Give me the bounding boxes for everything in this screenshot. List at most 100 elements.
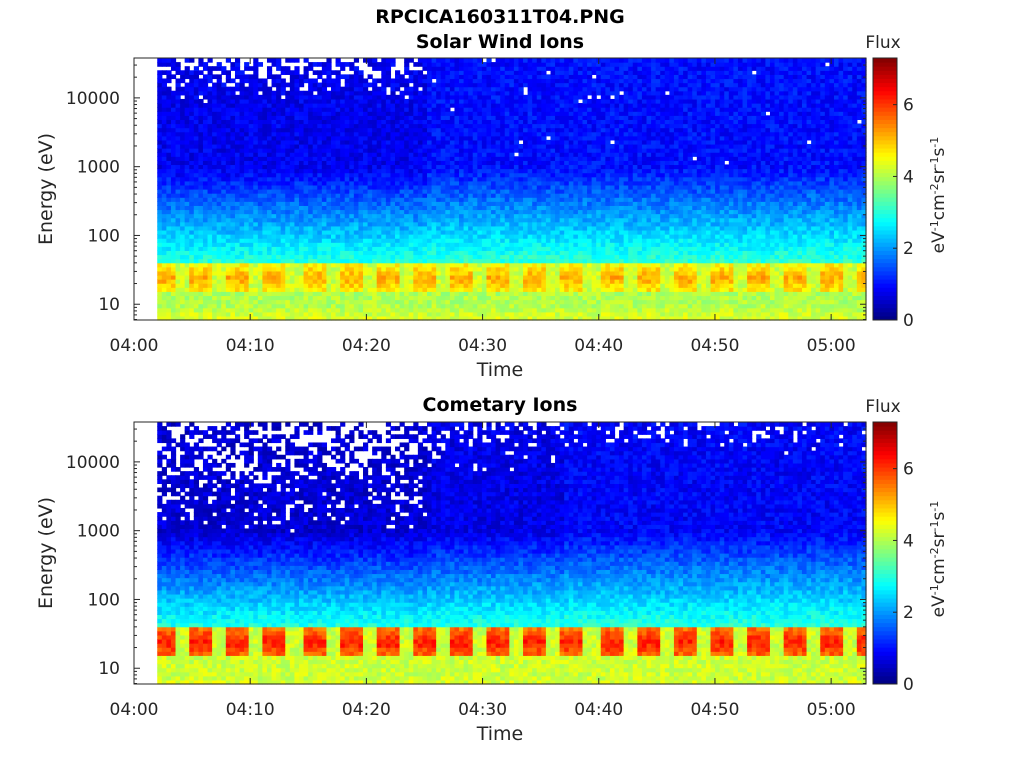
colorbar-segment xyxy=(873,483,897,488)
colorbar-segment xyxy=(873,70,897,75)
y-axis-label: Energy (eV) xyxy=(35,133,57,245)
colorbar-segment xyxy=(873,679,897,685)
colorbar-tick-label: 0 xyxy=(903,675,914,695)
colorbar-segment xyxy=(873,450,897,456)
colorbar-segment xyxy=(873,671,897,677)
x-tick-label: 04:00 xyxy=(110,700,159,720)
colorbar-segment xyxy=(873,430,897,435)
colorbar-segment xyxy=(873,516,897,521)
y-tick-label: 100 xyxy=(88,590,120,610)
colorbar-tick-label: 6 xyxy=(903,96,914,116)
colorbar-segment xyxy=(873,589,897,595)
colorbar-segment xyxy=(873,573,897,579)
colorbar-segment xyxy=(873,524,897,529)
colorbar-segment xyxy=(873,557,897,562)
colorbar-segment xyxy=(873,205,897,210)
colorbar-segment xyxy=(873,561,897,566)
x-axis-label: Time xyxy=(476,723,524,745)
heatmap-cells xyxy=(157,422,867,685)
x-tick-label: 04:50 xyxy=(690,700,739,720)
colorbar-segment xyxy=(873,90,897,96)
colorbar-segment xyxy=(873,225,897,231)
colorbar-segment xyxy=(873,651,897,656)
colorbar-segment xyxy=(873,434,897,439)
colorbar-segment xyxy=(873,291,897,296)
colorbar-segment xyxy=(873,471,897,476)
x-tick-label: 05:00 xyxy=(807,700,856,720)
colorbar-segment xyxy=(873,532,897,538)
colorbar-segment xyxy=(873,201,897,206)
colorbar-segment xyxy=(873,168,897,174)
x-tick-label: 04:40 xyxy=(574,336,623,356)
colorbar-segment xyxy=(873,98,897,104)
colorbar-segment xyxy=(873,491,897,497)
colorbar-segment xyxy=(873,553,897,558)
colorbar-segment xyxy=(873,94,897,100)
colorbar-segment xyxy=(873,156,897,161)
colorbar-segment xyxy=(873,172,897,178)
colorbar-segment xyxy=(873,638,897,644)
colorbar-segment xyxy=(873,103,897,108)
colorbar-segment xyxy=(873,618,897,624)
y-axis-label: Energy (eV) xyxy=(35,497,57,609)
colorbar-segment xyxy=(873,593,897,599)
colorbar-segment xyxy=(873,548,897,554)
colorbar-segment xyxy=(873,78,897,84)
x-axis-label: Time xyxy=(476,359,524,381)
x-tick-label: 04:10 xyxy=(226,336,275,356)
colorbar-segment xyxy=(873,160,897,165)
colorbar-segment xyxy=(873,655,897,660)
colorbar-segment xyxy=(873,565,897,570)
colorbar-segment xyxy=(873,307,897,313)
colorbar-segment xyxy=(873,74,897,79)
colorbar-segment xyxy=(873,221,897,227)
colorbar-segment xyxy=(873,606,897,611)
colorbar-frame xyxy=(872,57,898,321)
colorbar-segment xyxy=(873,283,897,288)
y-tick-label: 10000 xyxy=(66,89,120,109)
panel-cometary-ions: 04:00 04:10 04:20 04:30 04:40 04:50 05:00 10 100… xyxy=(35,397,949,745)
heatmap-cells xyxy=(157,58,867,321)
colorbar-title: Flux xyxy=(865,397,900,417)
colorbar-segment xyxy=(873,528,897,534)
colorbar-segment xyxy=(873,663,897,669)
x-tick-label: 04:00 xyxy=(110,336,159,356)
colorbar-segment xyxy=(873,499,897,505)
colorbar-segment xyxy=(873,258,897,264)
colorbar-segment xyxy=(873,279,897,284)
colorbar-segment xyxy=(873,238,897,243)
figure-title: RPCICA160311T04.PNG xyxy=(375,6,625,28)
axes-frame xyxy=(133,421,867,685)
colorbar-units: eV-1cm-2sr-1s-1 xyxy=(928,137,950,254)
colorbar-tick-label: 4 xyxy=(903,167,914,187)
colorbar-segment xyxy=(873,266,897,272)
colorbar-segment xyxy=(873,495,897,501)
colorbar-segment xyxy=(873,438,897,443)
colorbar-segment xyxy=(873,131,897,137)
colorbar-segment xyxy=(873,303,897,309)
colorbar-segment xyxy=(873,270,897,276)
colorbar-segment xyxy=(873,209,897,215)
colorbar-segment xyxy=(873,630,897,636)
colorbar-segment xyxy=(873,62,897,67)
colorbar-segment xyxy=(873,250,897,255)
colorbar-segment xyxy=(873,148,897,153)
panel-solar-wind-ions: 04:00 04:10 04:20 04:30 04:40 04:50 05:00 10 100… xyxy=(35,33,949,381)
colorbar-segment xyxy=(873,467,897,472)
colorbar-segment xyxy=(873,458,897,464)
colorbar-segment xyxy=(873,295,897,301)
colorbar-segment xyxy=(873,675,897,681)
x-tick-label: 04:50 xyxy=(690,336,739,356)
colorbar-segment xyxy=(873,507,897,513)
colorbar-segment xyxy=(873,234,897,239)
colorbar-segment xyxy=(873,58,897,63)
colorbar-segment xyxy=(873,503,897,509)
axes-frame xyxy=(133,57,867,321)
colorbar-segment xyxy=(873,647,897,652)
colorbar-segment xyxy=(873,152,897,157)
y-tick-label: 10 xyxy=(98,295,120,315)
colorbar-segment xyxy=(873,602,897,607)
colorbar-segment xyxy=(873,581,897,587)
y-tick-label: 1000 xyxy=(77,522,120,542)
colorbar-segment xyxy=(873,299,897,305)
